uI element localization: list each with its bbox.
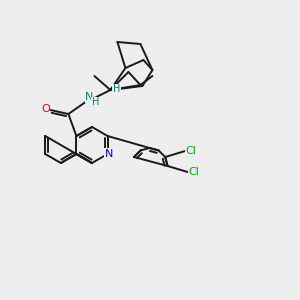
Text: O: O: [41, 104, 50, 114]
Text: Cl: Cl: [186, 146, 196, 156]
Text: N: N: [85, 92, 94, 102]
Text: Cl: Cl: [188, 167, 199, 177]
Text: N: N: [104, 149, 113, 159]
Text: H: H: [92, 97, 99, 107]
Text: H: H: [113, 84, 120, 94]
